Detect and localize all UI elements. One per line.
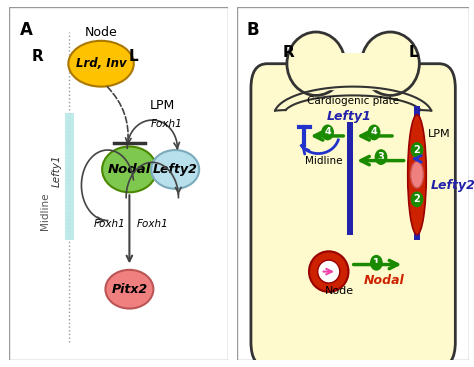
Ellipse shape [410, 142, 423, 158]
Text: Lefty2: Lefty2 [153, 163, 198, 176]
Text: A: A [20, 21, 33, 39]
Text: 4: 4 [371, 127, 377, 137]
Text: R: R [282, 45, 294, 60]
Text: Lefty1: Lefty1 [51, 155, 61, 188]
Text: LPM: LPM [149, 99, 175, 113]
Ellipse shape [410, 161, 423, 188]
Ellipse shape [374, 149, 387, 165]
Text: Lefty1: Lefty1 [327, 110, 372, 123]
Ellipse shape [361, 32, 419, 95]
Text: Foxh1: Foxh1 [151, 119, 182, 128]
Text: 1: 1 [373, 258, 380, 268]
Ellipse shape [370, 255, 383, 271]
Ellipse shape [368, 124, 381, 140]
Bar [65, 113, 74, 240]
Text: Foxh1: Foxh1 [94, 219, 126, 229]
Ellipse shape [105, 270, 154, 309]
Ellipse shape [151, 150, 199, 189]
Text: Nodal: Nodal [108, 163, 151, 176]
Text: Midline: Midline [40, 193, 50, 230]
Text: Cardiogenic plate: Cardiogenic plate [307, 96, 399, 106]
Bar [414, 106, 420, 240]
Ellipse shape [408, 115, 426, 235]
Text: 4: 4 [324, 127, 331, 137]
Text: Node: Node [325, 286, 354, 296]
Text: 2: 2 [414, 145, 420, 155]
Ellipse shape [321, 124, 334, 140]
Text: Midline: Midline [305, 156, 343, 166]
Ellipse shape [410, 192, 423, 207]
Text: Lefty2: Lefty2 [430, 179, 474, 192]
Text: B: B [246, 21, 259, 39]
Ellipse shape [309, 251, 348, 292]
Text: R: R [32, 49, 44, 64]
Text: Pitx2: Pitx2 [111, 283, 147, 296]
Ellipse shape [318, 260, 340, 283]
Text: L: L [129, 49, 138, 64]
Ellipse shape [68, 41, 134, 87]
Text: Lrd, Inv: Lrd, Inv [76, 57, 127, 70]
Bar [346, 122, 353, 235]
Text: L: L [409, 45, 419, 60]
Text: LPM: LPM [428, 129, 450, 139]
Ellipse shape [287, 32, 345, 95]
FancyBboxPatch shape [251, 64, 456, 367]
FancyBboxPatch shape [314, 53, 392, 88]
Ellipse shape [102, 146, 156, 192]
Text: 3: 3 [378, 152, 384, 162]
Text: Foxh1: Foxh1 [137, 219, 168, 229]
Text: 2: 2 [414, 195, 420, 204]
Text: Node: Node [85, 25, 118, 39]
Text: Nodal: Nodal [364, 274, 405, 287]
